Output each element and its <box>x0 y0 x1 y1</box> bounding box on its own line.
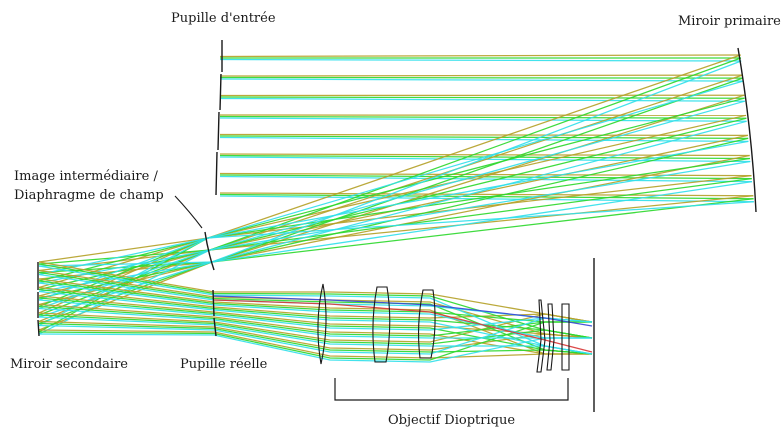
secondary-ray <box>38 237 209 263</box>
secondary-ray <box>38 237 209 301</box>
converging-ray <box>207 54 741 239</box>
secondary-ray <box>38 237 209 282</box>
lens-5 <box>546 303 555 371</box>
secondary-ray <box>38 249 211 284</box>
secondary-ray <box>38 261 213 318</box>
converging-ray <box>211 180 753 263</box>
intermediate-image-field-stop <box>204 231 215 271</box>
entrance-ray <box>219 136 749 143</box>
converging-ray <box>207 157 751 239</box>
label-real-pupil: Pupille réelle <box>180 357 268 372</box>
entrance-ray <box>219 74 743 77</box>
label-primary-mirror: Miroir primaire <box>678 14 781 29</box>
entrance-ray <box>219 135 749 140</box>
entrance-ray <box>219 153 750 157</box>
primary-mirror <box>737 47 757 213</box>
converging-ray <box>209 134 748 251</box>
label-secondary-mirror: Miroir secondaire <box>10 357 128 372</box>
real-pupil <box>212 289 217 337</box>
converging-ray <box>209 57 742 251</box>
lens-2 <box>372 286 391 363</box>
converging-ray <box>211 198 754 263</box>
converging-ray <box>211 94 745 263</box>
entrance-ray <box>219 97 745 102</box>
label-dioptric-objective: Objectif Dioptrique <box>388 413 515 428</box>
secondary-mirror <box>37 262 40 337</box>
entrance-ray <box>219 54 741 58</box>
converging-ray <box>211 154 750 263</box>
converging-ray <box>211 120 747 263</box>
entrance-ray <box>219 96 745 99</box>
converging-ray <box>211 137 749 263</box>
output-ray <box>38 320 593 351</box>
output-ray <box>38 314 593 345</box>
lens-3 <box>418 289 436 359</box>
converging-ray <box>207 114 747 239</box>
intermediate-image-leader <box>174 195 203 229</box>
entrance-ray <box>219 133 748 137</box>
lens-1 <box>317 283 327 365</box>
converging-ray <box>209 160 751 251</box>
label-intermediate-image-line2: Diaphragme de champ <box>14 188 164 203</box>
secondary-ray <box>38 249 211 316</box>
converging-ray <box>207 201 754 239</box>
dioptric-objective-lenses <box>317 283 570 373</box>
output-ray <box>38 333 592 363</box>
objective-bracket <box>334 378 569 401</box>
converging-ray <box>209 177 752 251</box>
secondary-ray <box>38 237 209 289</box>
secondary-ray <box>38 249 211 297</box>
entrance-ray <box>219 78 743 82</box>
converging-ray-bundle <box>207 54 754 263</box>
entrance-pupil <box>215 40 223 196</box>
converging-ray <box>211 77 743 263</box>
label-entrance-pupil: Pupille d'entrée <box>171 11 276 26</box>
converging-ray <box>209 74 743 251</box>
lens-4 <box>536 299 546 373</box>
lens-6 <box>561 303 570 371</box>
entrance-ray-bundle <box>219 54 754 203</box>
output-ray-accent <box>213 295 593 327</box>
entrance-ray <box>219 175 753 183</box>
entrance-ray <box>219 76 743 79</box>
entrance-ray <box>219 115 747 119</box>
converging-ray <box>207 174 752 239</box>
entrance-ray <box>219 58 742 62</box>
converging-ray <box>209 117 747 251</box>
converging-ray <box>211 60 742 263</box>
converging-ray <box>207 80 744 239</box>
converging-ray <box>207 97 745 239</box>
label-intermediate-image-line1: Image intermédiaire / <box>14 169 158 184</box>
output-ray-accent <box>213 299 593 353</box>
converging-ray <box>209 100 745 251</box>
converging-ray <box>207 140 749 239</box>
